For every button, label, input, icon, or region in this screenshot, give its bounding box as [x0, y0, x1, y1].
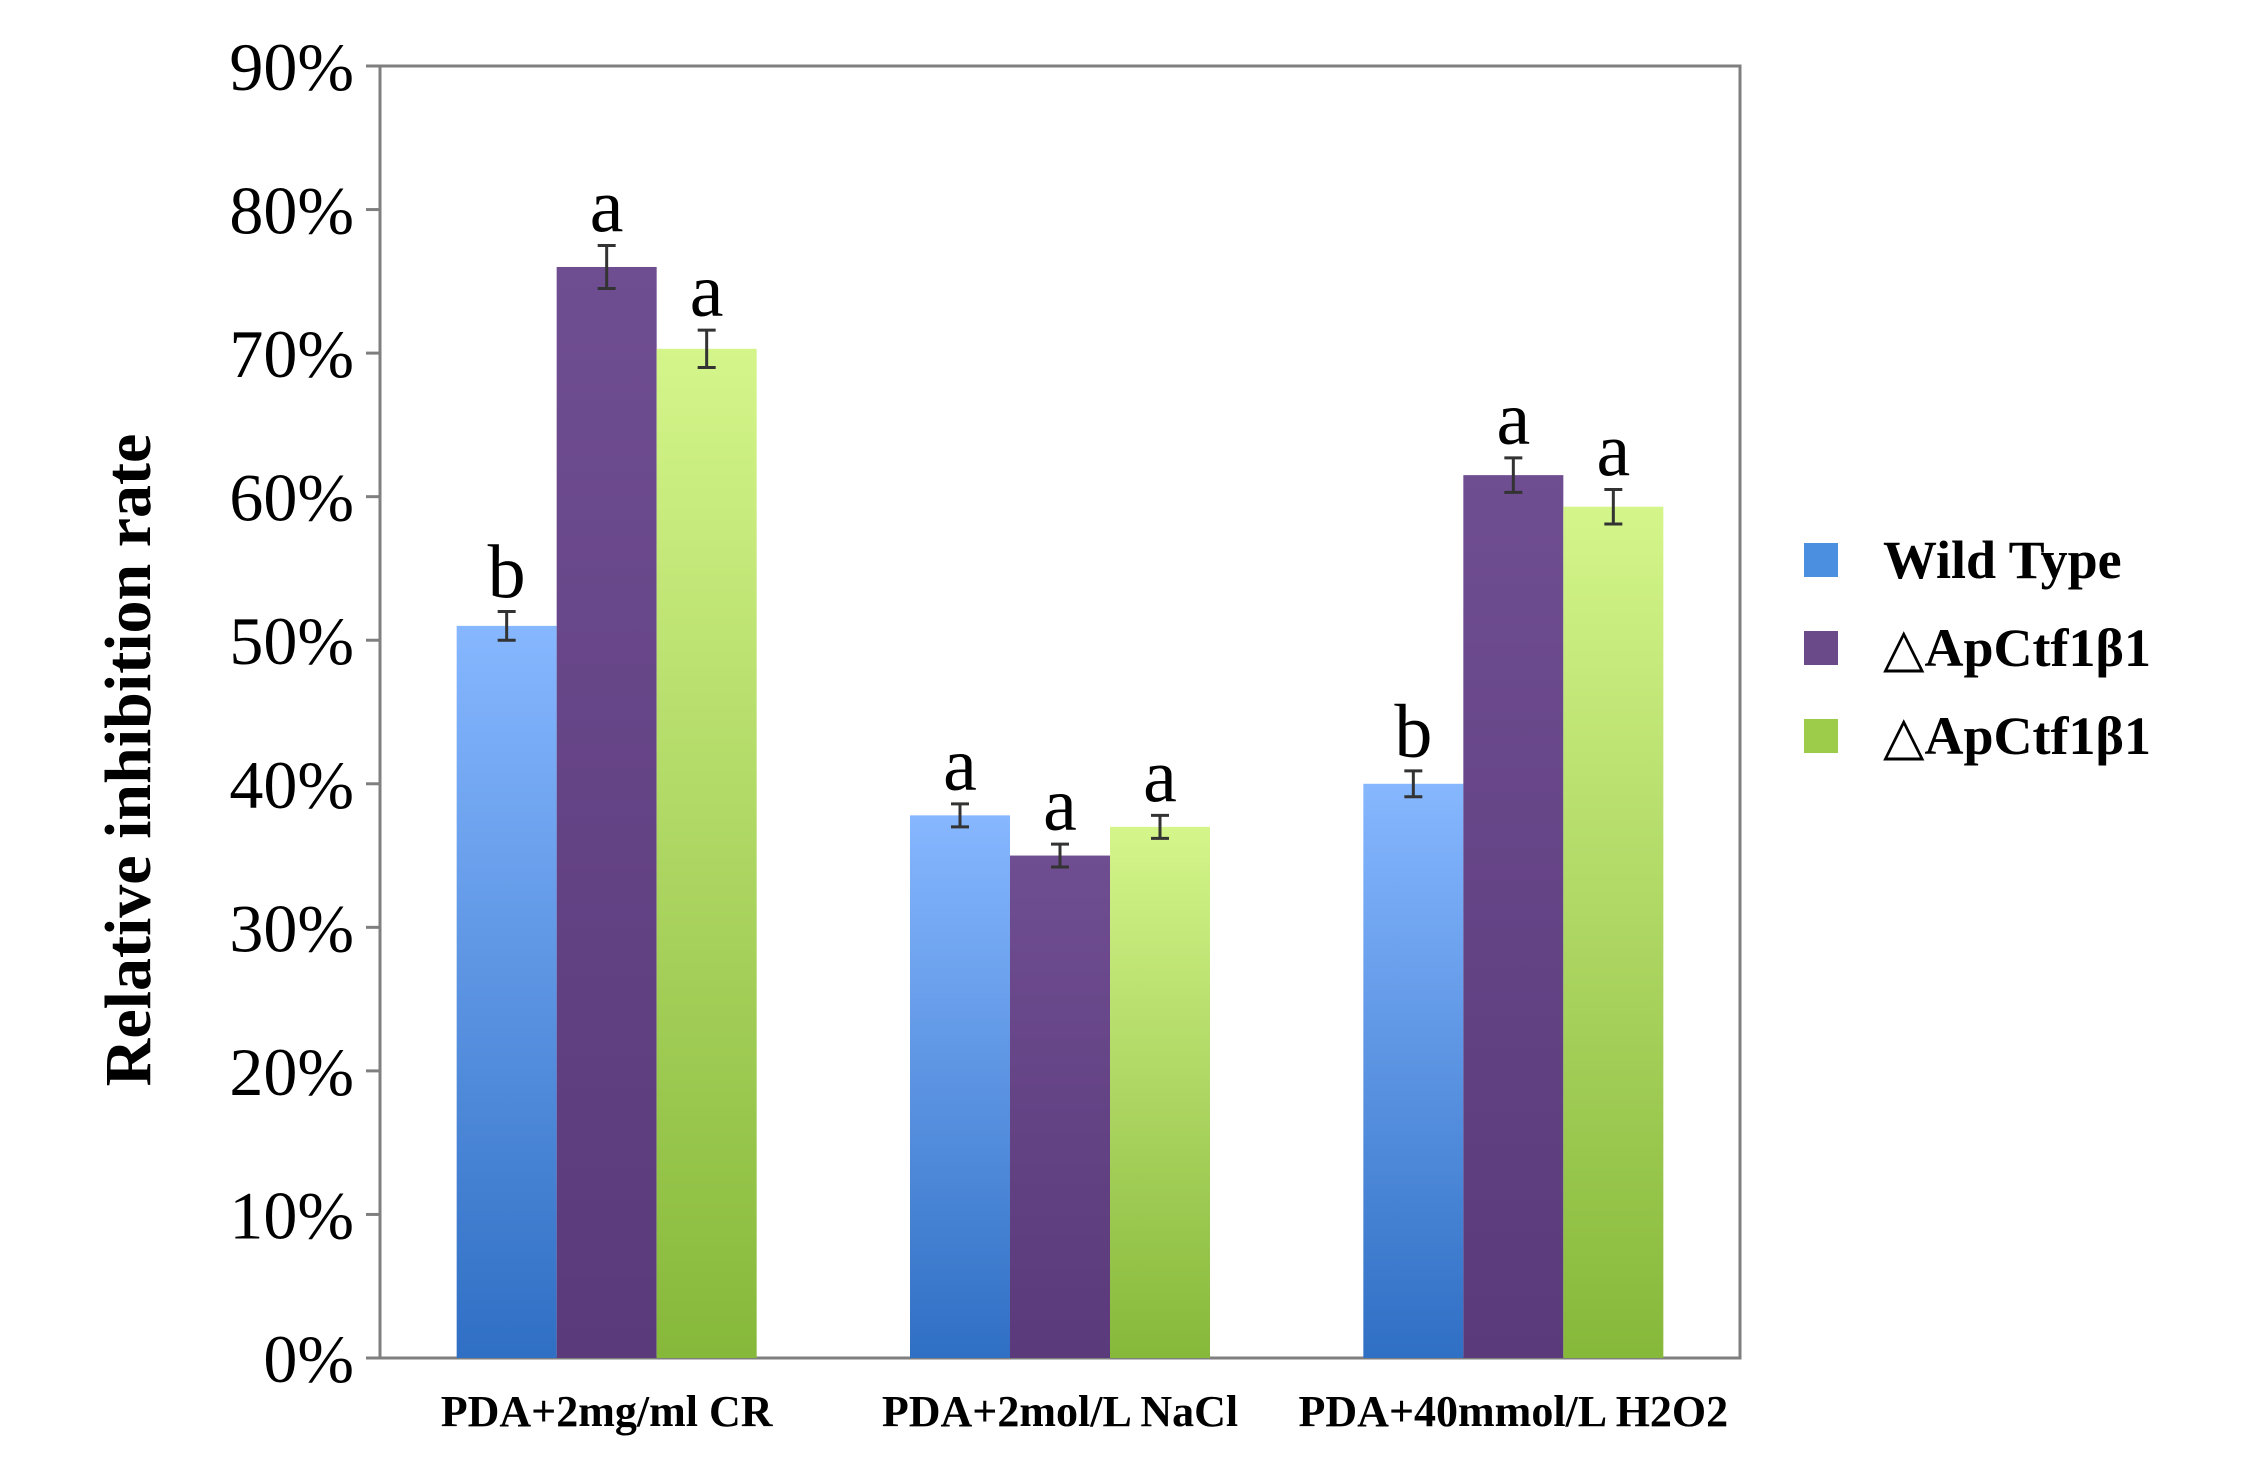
significance-label: b [1394, 690, 1432, 774]
y-tick-label: 80% [229, 173, 354, 249]
legend: Wild Type △ApCtf1β1 △ApCtf1β1 [1804, 530, 2151, 766]
bar [1010, 855, 1110, 1358]
y-tick-label: 0% [263, 1321, 354, 1397]
significance-label: a [1496, 377, 1530, 461]
bar [556, 266, 657, 1358]
legend-label-mutant-2: △ApCtf1β1 [1883, 706, 2151, 766]
significance-label: a [590, 164, 624, 248]
significance-label: a [1596, 408, 1630, 492]
legend-swatch-mutant-1 [1804, 631, 1838, 665]
x-category-label: PDA+2mol/L NaCl [882, 1387, 1238, 1436]
y-tick-label: 50% [229, 603, 354, 679]
significance-label: a [690, 249, 724, 333]
legend-swatch-mutant-2 [1804, 719, 1838, 753]
bar [1463, 475, 1564, 1359]
legend-label-wild-type: Wild Type [1883, 530, 2122, 590]
bar [1563, 506, 1664, 1358]
y-tick-label: 70% [229, 316, 354, 392]
significance-label: a [1043, 763, 1077, 847]
bar [1110, 826, 1210, 1358]
significance-label: b [488, 531, 526, 615]
bar [656, 348, 757, 1358]
bar [456, 625, 557, 1358]
legend-label-mutant-1: △ApCtf1β1 [1883, 618, 2151, 678]
y-tick-label: 40% [229, 747, 354, 823]
y-tick-label: 60% [229, 460, 354, 536]
y-tick-label: 90% [229, 29, 354, 105]
y-axis-label: Relative inhibition rate [92, 434, 165, 1087]
y-tick-label: 20% [229, 1034, 354, 1110]
x-axis: PDA+2mg/ml CR PDA+2mol/L NaCl PDA+40mmol/L… [441, 1387, 1728, 1436]
bar [910, 815, 1010, 1358]
y-tick-label: 30% [229, 890, 354, 966]
bar [1363, 783, 1464, 1358]
x-category-label: PDA+40mmol/L H2O2 [1299, 1387, 1729, 1436]
y-tick-label: 10% [229, 1177, 354, 1253]
x-category-label: PDA+2mg/ml CR [441, 1387, 774, 1436]
significance-label: a [1143, 734, 1177, 818]
legend-swatch-wild-type [1804, 543, 1838, 577]
y-axis: 0% 10% 20% 30% 40% 50% 60% 70% 80% 90% [229, 29, 380, 1397]
significance-label: a [943, 723, 977, 807]
